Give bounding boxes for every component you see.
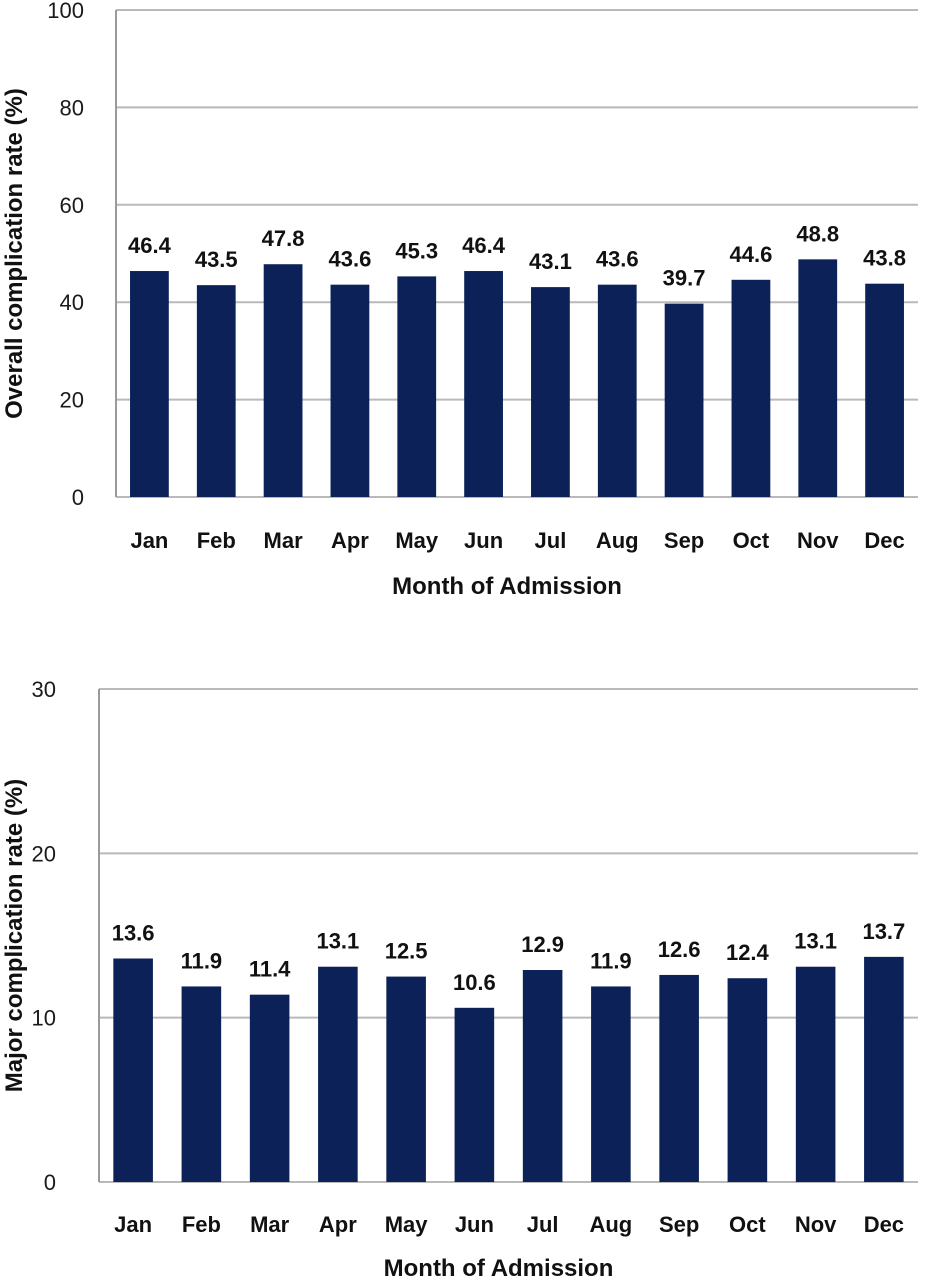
x-tick-label: Jul [527, 1212, 559, 1237]
y-axis-title: Overall complication rate (%) [1, 88, 28, 419]
data-label: 13.6 [112, 921, 155, 946]
y-axis-title: Major complication rate (%) [1, 779, 28, 1092]
bar-jun [464, 271, 503, 497]
y-tick-label: 30 [32, 677, 56, 702]
bar-jan [130, 271, 169, 497]
y-tick-label: 20 [32, 841, 56, 866]
bar-feb [181, 986, 222, 1182]
data-label: 46.4 [128, 233, 172, 258]
data-label: 11.9 [590, 948, 632, 973]
bar-aug [591, 986, 631, 1182]
bar-mar [263, 264, 303, 497]
x-tick-label: Jun [455, 1212, 494, 1237]
x-tick-label: Aug [589, 1212, 632, 1237]
data-label: 47.8 [262, 226, 305, 251]
chart-overall-complication: 0 20 40 60 80 100 46.4 Jan 43.5 Feb 47.8 Mar 43.6 Apr… [1, 0, 918, 600]
bar-aug [597, 284, 637, 497]
bar-jan [113, 958, 153, 1182]
bar-jun [454, 1007, 495, 1182]
x-tick-label: Sep [664, 528, 704, 553]
x-tick-label: Apr [319, 1212, 357, 1237]
data-label: 43.6 [596, 247, 639, 272]
x-tick-label: Jan [130, 528, 168, 553]
data-label: 12.4 [726, 940, 770, 965]
y-tick-label: 0 [44, 1170, 56, 1195]
x-tick-label: Jun [464, 528, 503, 553]
y-tick-label: 60 [60, 193, 84, 218]
data-label: 43.5 [195, 247, 238, 272]
data-label: 12.5 [385, 939, 428, 964]
data-label: 10.6 [453, 970, 496, 995]
x-tick-label: May [395, 528, 439, 553]
x-tick-label: Dec [864, 528, 904, 553]
y-tick-label: 0 [72, 485, 84, 510]
data-label: 13.1 [316, 929, 359, 954]
data-label: 45.3 [395, 238, 438, 263]
data-label: 13.7 [862, 919, 905, 944]
x-tick-label: Dec [864, 1212, 904, 1237]
data-label: 43.8 [863, 246, 906, 271]
data-label: 12.9 [521, 932, 564, 957]
bar-sep [664, 303, 704, 497]
x-axis-title: Month of Admission [392, 573, 622, 600]
bar-apr [318, 966, 358, 1182]
bar-mar [249, 994, 290, 1182]
x-tick-label: Mar [250, 1212, 290, 1237]
chart-major-complication: 0 10 20 30 13.6 Jan 11.9 Feb 11.4 Mar 13.1 Apr 12.5 M… [1, 677, 918, 1280]
bar-may [397, 276, 437, 497]
y-tick-label: 80 [60, 95, 84, 120]
y-tick-label: 100 [47, 0, 84, 23]
data-label: 13.1 [794, 929, 837, 954]
data-label: 11.9 [181, 948, 223, 973]
data-label: 11.4 [249, 957, 291, 982]
x-tick-label: Sep [659, 1212, 699, 1237]
data-label: 44.6 [730, 242, 773, 267]
y-tick-label: 20 [60, 388, 84, 413]
bar-apr [330, 284, 370, 497]
data-label: 46.4 [462, 233, 506, 258]
x-tick-label: Jul [535, 528, 567, 553]
data-label: 43.1 [529, 249, 572, 274]
bar-nov [795, 966, 836, 1182]
x-tick-label: Aug [596, 528, 639, 553]
data-label: 43.6 [329, 247, 372, 272]
bar-may [386, 976, 426, 1182]
bar-jul [522, 970, 563, 1182]
data-label: 39.7 [663, 266, 706, 291]
x-tick-label: Oct [733, 528, 770, 553]
bar-feb [196, 285, 236, 497]
bar-nov [798, 259, 838, 497]
data-label: 48.8 [796, 221, 839, 246]
x-tick-label: Feb [197, 528, 236, 553]
x-tick-label: May [385, 1212, 429, 1237]
y-tick-label: 40 [60, 290, 84, 315]
x-tick-label: Mar [264, 528, 304, 553]
x-tick-label: Feb [182, 1212, 221, 1237]
x-tick-label: Nov [795, 1212, 837, 1237]
x-tick-label: Apr [331, 528, 369, 553]
x-tick-label: Jan [114, 1212, 152, 1237]
x-tick-label: Oct [729, 1212, 766, 1237]
x-tick-label: Nov [797, 528, 839, 553]
bar-oct [731, 279, 771, 497]
y-tick-label: 10 [32, 1006, 56, 1031]
x-axis-title: Month of Admission [384, 1255, 614, 1280]
bar-dec [865, 283, 904, 497]
bar-jul [531, 287, 570, 497]
bar-dec [864, 956, 904, 1182]
bar-oct [727, 978, 768, 1182]
data-label: 12.6 [658, 937, 701, 962]
bar-sep [659, 974, 699, 1182]
